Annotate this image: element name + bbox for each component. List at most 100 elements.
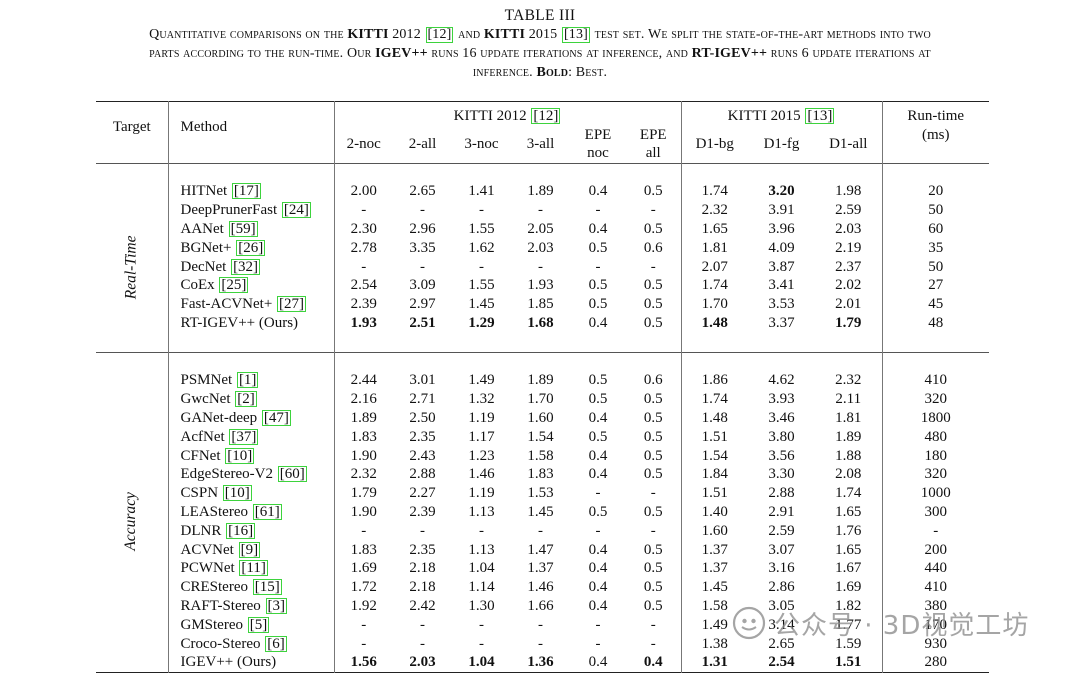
table-cell: - xyxy=(361,258,367,275)
table-cell: - xyxy=(538,258,543,275)
table-cell: 1.54 xyxy=(701,447,728,464)
table-cell: 0.5 xyxy=(626,427,682,447)
citation-link[interactable]: [47] xyxy=(261,409,291,426)
citation-link[interactable]: [61] xyxy=(252,503,282,520)
citation-link[interactable]: [1] xyxy=(236,372,259,389)
table-row: AANet [59] 2.30 2.96 1.55 2.05 0.4 0.5 1.65 3.96… xyxy=(96,219,989,239)
citation-link[interactable]: [17] xyxy=(231,183,261,200)
table-cell: 1.70 xyxy=(701,296,728,313)
table-cell: 1.49 xyxy=(468,372,495,389)
citation-link[interactable]: [5] xyxy=(247,616,270,633)
table-cell: 1.13 xyxy=(468,541,495,558)
table-cell: 0.4 xyxy=(626,653,682,673)
table-cell: 1.98 xyxy=(815,182,883,202)
table-cell: - xyxy=(420,616,425,633)
citation-link[interactable]: [16] xyxy=(226,522,256,539)
citation-link[interactable]: [12] xyxy=(531,108,561,124)
citation-link[interactable]: [13] xyxy=(805,108,835,124)
table-cell: - xyxy=(626,634,682,654)
table-cell: 2.03 xyxy=(409,654,436,671)
citation-link[interactable]: [59] xyxy=(228,220,258,237)
table-cell: - xyxy=(538,616,543,633)
citation-link[interactable]: [32] xyxy=(231,258,261,275)
header-epe-all: EPE all xyxy=(626,125,682,164)
citation-link[interactable]: [26] xyxy=(236,239,266,256)
citation-link[interactable]: [9] xyxy=(238,541,261,558)
table-cell: 1.83 xyxy=(350,428,377,445)
table-cell: 4.09 xyxy=(768,239,795,256)
table-cell: 0.5 xyxy=(626,540,682,560)
table-row: DLNR [16] - - - - - - 1.60 2.59 1.76 - xyxy=(96,521,989,541)
table-cell: 2.32 xyxy=(701,202,728,219)
citation-link[interactable]: [12] xyxy=(425,27,454,43)
caption-line-3: inference. Bold: Best. xyxy=(472,65,608,80)
table-cell: 2.71 xyxy=(409,391,436,408)
table-cell: 1.58 xyxy=(527,447,554,464)
table-row: BGNet+ [26] 2.78 3.35 1.62 2.03 0.5 0.6 1.81 4.0… xyxy=(96,238,989,258)
wechat-icon xyxy=(732,606,766,640)
citation-link[interactable]: [10] xyxy=(222,485,252,502)
table-cell: 27 xyxy=(928,277,944,294)
table-cell: 1.51 xyxy=(701,428,728,445)
target-group-label: Accuracy xyxy=(96,371,169,673)
table-cell: 410 xyxy=(924,372,948,389)
method-cell: EdgeStereo-V2 [60] xyxy=(168,465,335,485)
citation-link[interactable]: [11] xyxy=(239,560,268,577)
table-cell: 0.4 xyxy=(588,597,608,614)
table-cell: - xyxy=(626,257,682,277)
table-cell: 380 xyxy=(924,597,948,614)
table-cell: 35 xyxy=(928,239,944,256)
table-cell: 1.74 xyxy=(701,183,728,200)
header-d1-all: D1-all xyxy=(815,125,883,164)
table-cell: 1.31 xyxy=(701,654,728,671)
table-cell: - xyxy=(420,202,425,219)
header-d1-bg: D1-bg xyxy=(695,135,734,152)
table-cell: 1.76 xyxy=(815,521,883,541)
table-row: GMStereo [5] - - - - - - 1.49 3.14 1.77 170 xyxy=(96,615,989,635)
table-cell: 20 xyxy=(928,183,944,200)
table-cell: 2.97 xyxy=(409,296,436,313)
citation-link[interactable]: [13] xyxy=(561,27,590,43)
table-cell: 1.74 xyxy=(815,484,883,503)
table-cell: - xyxy=(538,202,543,219)
table-cell: 1.79 xyxy=(815,313,883,333)
method-cell: DecNet [32] xyxy=(168,257,335,277)
header-runtime: Run-time (ms) xyxy=(907,108,965,143)
table-cell: 1.67 xyxy=(815,559,883,579)
table-cell: 2.39 xyxy=(350,296,377,313)
table-cell: 1.89 xyxy=(815,427,883,447)
table-cell: 410 xyxy=(924,579,948,596)
table-cell: 2.35 xyxy=(409,541,436,558)
citation-link[interactable]: [2] xyxy=(235,391,257,408)
table-cell: 2.42 xyxy=(409,597,436,614)
table-cell: 3.93 xyxy=(768,391,795,408)
table-cell: 2.96 xyxy=(409,220,436,237)
table-cell: 0.4 xyxy=(588,560,608,577)
table-cell: - xyxy=(420,635,425,652)
citation-link[interactable]: [27] xyxy=(277,296,307,313)
table-cell: - xyxy=(626,521,682,541)
table-row: DeepPrunerFast [24] - - - - - - 2.32 3.91 2.59 50 xyxy=(96,201,989,220)
table-row: RT-IGEV++ (Ours) 1.93 2.51 1.29 1.68 0.4 0.5 1.… xyxy=(96,313,989,333)
table-cell: 1.65 xyxy=(815,540,883,560)
table-cell: 0.4 xyxy=(588,466,608,483)
table-cell: 2.07 xyxy=(701,258,728,275)
citation-link[interactable]: [60] xyxy=(277,466,307,483)
table-cell: 0.5 xyxy=(626,596,682,616)
citation-link[interactable]: [6] xyxy=(265,635,287,652)
citation-link[interactable]: [10] xyxy=(225,447,255,464)
citation-link[interactable]: [37] xyxy=(229,428,259,445)
table-cell: 480 xyxy=(924,428,948,445)
group-spacer xyxy=(96,163,989,183)
citation-link[interactable]: [24] xyxy=(281,202,311,219)
citation-link[interactable]: [25] xyxy=(219,277,249,294)
table-row: CFNet [10] 1.90 2.43 1.23 1.58 0.4 0.5 1.54 3.56… xyxy=(96,446,989,466)
table-cell: 2.59 xyxy=(768,522,795,539)
table-cell: 1.41 xyxy=(468,183,495,200)
table-cell: 0.5 xyxy=(588,277,608,294)
method-cell: LEAStereo [61] xyxy=(168,502,335,522)
table-cell: - xyxy=(479,616,484,633)
citation-link[interactable]: [3] xyxy=(265,597,288,614)
method-cell: HITNet [17] xyxy=(168,182,335,202)
citation-link[interactable]: [15] xyxy=(252,579,282,596)
